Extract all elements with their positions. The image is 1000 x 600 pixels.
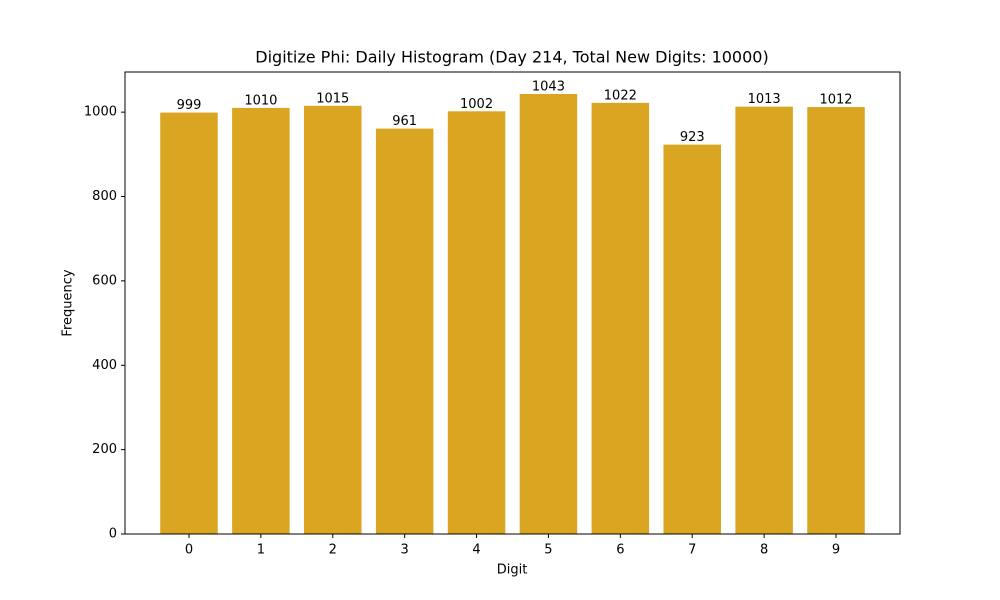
y-tick-label: 200	[92, 442, 117, 457]
x-tick-label: 8	[760, 543, 768, 558]
x-tick-label: 5	[544, 543, 552, 558]
y-tick-label: 800	[92, 189, 117, 204]
data-label: 999	[177, 98, 202, 113]
data-label: 1043	[532, 80, 565, 95]
bar	[232, 107, 290, 534]
data-label: 1015	[316, 91, 349, 106]
plot-frame	[124, 71, 901, 535]
data-label: 1002	[460, 97, 493, 112]
y-tick-label: 600	[92, 273, 117, 288]
bar	[735, 106, 793, 535]
y-tick-label: 400	[92, 358, 117, 373]
x-tick-label: 7	[688, 543, 696, 558]
bar	[591, 102, 650, 534]
x-tick-label: 1	[257, 543, 265, 558]
bar	[447, 111, 506, 534]
bar	[160, 112, 218, 535]
x-tick-label: 6	[616, 543, 624, 558]
data-label: 1022	[604, 88, 637, 103]
x-tick-label: 0	[185, 543, 193, 558]
bar	[375, 128, 434, 534]
data-label: 961	[392, 114, 417, 129]
data-label: 1013	[748, 92, 781, 107]
y-tick-label: 0	[109, 527, 117, 542]
data-label: 1012	[819, 93, 852, 108]
chart-title: Digitize Phi: Daily Histogram (Day 214, …	[255, 48, 768, 67]
x-axis-label: Digit	[497, 563, 528, 578]
bar	[304, 105, 362, 535]
y-axis-label: Frequency	[61, 269, 76, 336]
bar	[807, 107, 865, 534]
x-tick-label: 2	[329, 543, 337, 558]
y-tick-label: 1000	[84, 105, 117, 120]
x-tick-label: 4	[472, 543, 480, 558]
data-label: 923	[680, 130, 705, 145]
x-tick-label: 3	[401, 543, 409, 558]
data-label: 1010	[244, 93, 277, 108]
bar	[663, 144, 721, 534]
x-tick-label: 9	[832, 543, 840, 558]
bar	[519, 94, 578, 534]
